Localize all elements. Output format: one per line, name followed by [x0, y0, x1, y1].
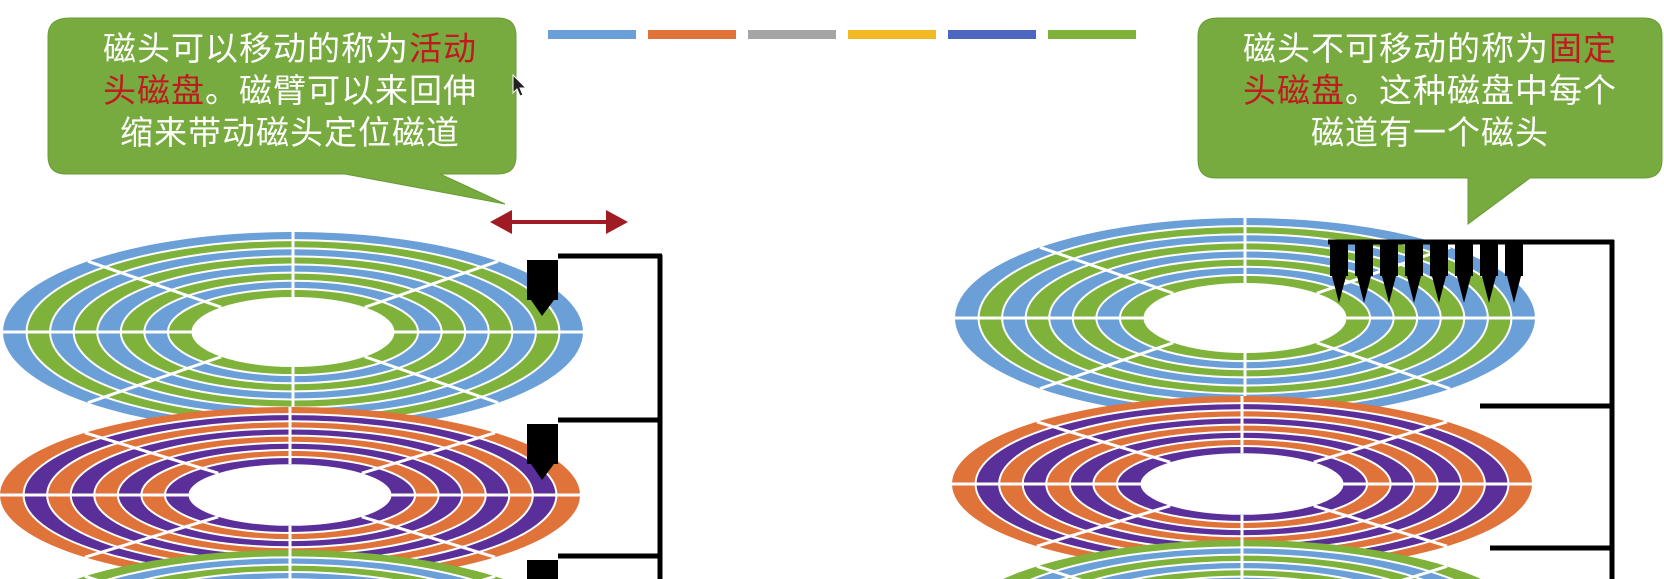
callout-left-line3: 缩来带动磁头定位磁道	[120, 113, 460, 152]
fixed-head-tip-6	[1457, 276, 1471, 303]
fixed-head-tip-2	[1357, 276, 1371, 303]
sector-divider	[364, 259, 499, 309]
legend-bar-4	[848, 30, 936, 39]
fixed-head-tip-1	[1332, 276, 1346, 303]
callout-left-text: 磁头可以移动的称为活动 头磁盘。磁臂可以来回伸 缩来带动磁头定位磁道	[60, 28, 520, 154]
spindle-hole	[1143, 283, 1347, 353]
fixed-head-4	[1405, 242, 1423, 276]
sector-divider	[87, 259, 222, 309]
right-platter-3	[1003, 540, 1481, 579]
legend-bar-2	[648, 30, 736, 39]
fixed-head-2	[1355, 242, 1373, 276]
sector-divider	[1316, 341, 1451, 391]
fixed-head-tip-8	[1507, 276, 1521, 303]
legend-bar-1	[548, 30, 636, 39]
sector-divider	[1313, 504, 1448, 548]
fixed-head-tip-5	[1432, 276, 1446, 303]
sector-divider	[1036, 504, 1171, 548]
callout-left-line2: 。磁臂可以来回伸	[205, 71, 477, 110]
legend-bar-5	[948, 30, 1036, 39]
left-head-tip-2	[531, 464, 554, 480]
sector-divider	[1313, 420, 1448, 464]
sector-divider	[364, 355, 499, 405]
spindle-hole	[188, 464, 392, 526]
sector-divider	[1039, 341, 1174, 391]
fixed-head-3	[1380, 242, 1398, 276]
right-platter-2	[952, 396, 1532, 572]
callout-right-text: 磁头不可移动的称为固定 头磁盘。这种磁盘中每个 磁道有一个磁头	[1210, 28, 1650, 154]
fixed-head-8	[1505, 242, 1523, 276]
left-head-3	[527, 560, 558, 579]
legend-bar-6	[1048, 30, 1136, 39]
fixed-head-tip-7	[1482, 276, 1496, 303]
fixed-head-5	[1430, 242, 1448, 276]
fixed-head-1	[1330, 242, 1348, 276]
mouse-cursor-icon	[512, 74, 528, 97]
color-legend	[548, 30, 1136, 39]
sector-divider	[1036, 420, 1171, 464]
move-arrow	[490, 210, 628, 234]
callout-right-term-disk: 头磁盘	[1243, 71, 1345, 110]
callout-right-line3: 磁道有一个磁头	[1311, 113, 1549, 152]
legend-bar-3	[748, 30, 836, 39]
left-head-tip-1	[531, 300, 554, 316]
sector-divider	[361, 431, 496, 475]
left-head-2	[527, 424, 558, 464]
callout-right-term-fixed: 固定	[1549, 29, 1617, 68]
fixed-head-7	[1480, 242, 1498, 276]
sector-divider	[1401, 564, 1448, 579]
sector-divider	[87, 355, 222, 405]
spindle-hole	[191, 297, 395, 367]
left-platter-3	[76, 550, 504, 579]
callout-left-line1: 磁头可以移动的称为	[103, 29, 409, 68]
sector-divider	[1036, 564, 1083, 579]
callout-left-term-moving: 活动	[409, 29, 477, 68]
callout-right-bubble	[1197, 17, 1663, 225]
callout-left-term-disk: 头磁盘	[103, 71, 205, 110]
fixed-head-tip-3	[1382, 276, 1396, 303]
left-platter-1	[3, 232, 583, 432]
callout-left-bubble	[47, 17, 517, 205]
fixed-head-tip-4	[1407, 276, 1421, 303]
spindle-hole	[1140, 453, 1344, 515]
left-platter-2	[0, 407, 580, 579]
sector-divider	[361, 515, 496, 559]
sector-divider	[84, 431, 219, 475]
callout-right-line1: 磁头不可移动的称为	[1243, 29, 1549, 68]
left-head-1	[527, 260, 558, 300]
sector-divider	[84, 515, 219, 559]
callout-right-line2: 。这种磁盘中每个	[1345, 71, 1617, 110]
fixed-head-6	[1455, 242, 1473, 276]
sector-divider	[1039, 245, 1174, 295]
